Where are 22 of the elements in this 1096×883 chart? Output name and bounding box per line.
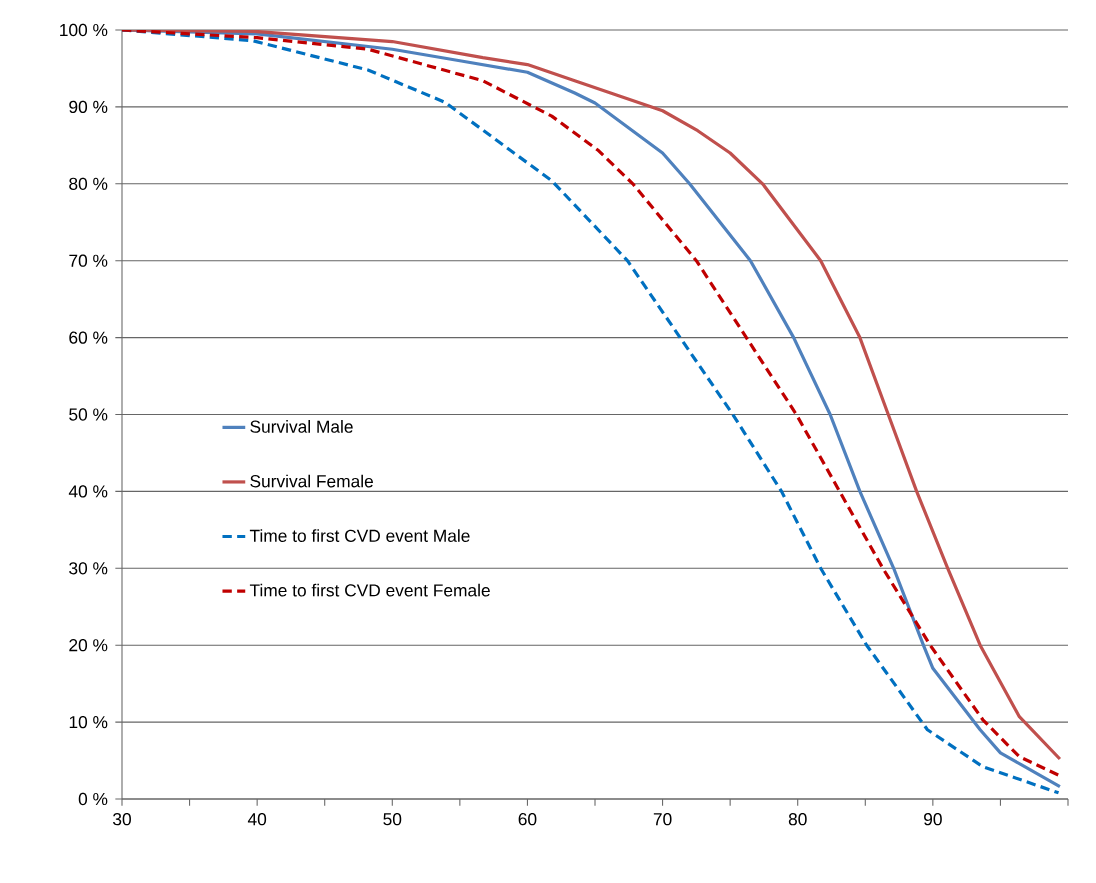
x-tick-label: 40 — [247, 813, 267, 826]
y-tick-label: 80 % — [69, 177, 108, 190]
y-tick-label: 90 % — [69, 100, 108, 114]
y-tick-label: 100 % — [60, 23, 108, 37]
legend-label: Time to first CVD event Male — [249, 529, 470, 542]
y-tick-label: 70 % — [69, 254, 108, 267]
y-tick-label: 50 % — [69, 408, 108, 421]
x-tick-label: 80 — [788, 813, 807, 826]
x-tick-label: 90 — [924, 813, 942, 826]
y-tick-label: 30 % — [69, 562, 108, 575]
x-tick-label: 50 — [383, 813, 402, 826]
y-tick-label: 40 % — [68, 485, 108, 498]
legend-label: Survival Female — [250, 474, 373, 488]
legend-label: Time to first CVD event Female — [249, 583, 490, 597]
x-tick-label: 30 — [113, 813, 131, 826]
legend-label: Survival Male — [250, 420, 353, 433]
x-tick-label: 70 — [653, 813, 672, 826]
x-tick-label: 60 — [518, 813, 537, 826]
y-tick-label: 10 % — [69, 715, 108, 729]
y-tick-label: 60 % — [69, 331, 108, 344]
y-tick-label: 0 % — [78, 792, 108, 806]
y-tick-label: 20 % — [69, 639, 108, 652]
